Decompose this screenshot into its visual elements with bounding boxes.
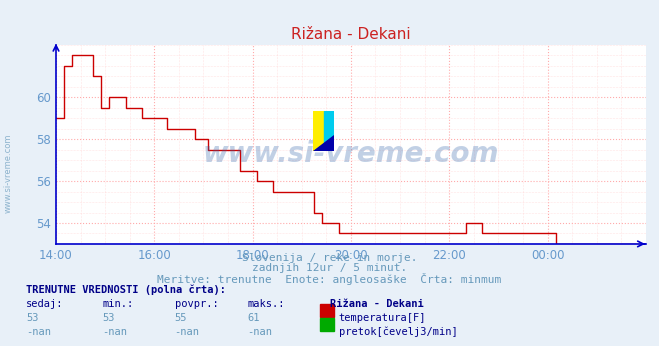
Polygon shape [313, 135, 334, 151]
Bar [313, 111, 324, 151]
Text: TRENUTNE VREDNOSTI (polna črta):: TRENUTNE VREDNOSTI (polna črta): [26, 284, 226, 295]
Text: povpr.:: povpr.: [175, 299, 218, 309]
Text: pretok[čevelj3/min]: pretok[čevelj3/min] [339, 327, 457, 337]
Text: 53: 53 [102, 313, 115, 323]
Text: 53: 53 [26, 313, 39, 323]
Text: zadnjih 12ur / 5 minut.: zadnjih 12ur / 5 minut. [252, 263, 407, 273]
Text: sedaj:: sedaj: [26, 299, 64, 309]
Text: www.si-vreme.com: www.si-vreme.com [203, 140, 499, 169]
Text: -nan: -nan [102, 327, 127, 337]
Text: -nan: -nan [26, 327, 51, 337]
Text: -nan: -nan [247, 327, 272, 337]
Text: Rižana - Dekani: Rižana - Dekani [330, 299, 423, 309]
Text: temperatura[F]: temperatura[F] [339, 313, 426, 323]
Bar [324, 111, 334, 151]
Title: Rižana - Dekani: Rižana - Dekani [291, 27, 411, 43]
Text: min.:: min.: [102, 299, 133, 309]
Text: Slovenija / reke in morje.: Slovenija / reke in morje. [242, 253, 417, 263]
Text: www.si-vreme.com: www.si-vreme.com [3, 133, 13, 213]
Text: Meritve: trenutne  Enote: angleosaške  Črta: minmum: Meritve: trenutne Enote: angleosaške Črt… [158, 273, 501, 285]
Text: 55: 55 [175, 313, 187, 323]
Text: maks.:: maks.: [247, 299, 285, 309]
Text: 61: 61 [247, 313, 260, 323]
Text: -nan: -nan [175, 327, 200, 337]
